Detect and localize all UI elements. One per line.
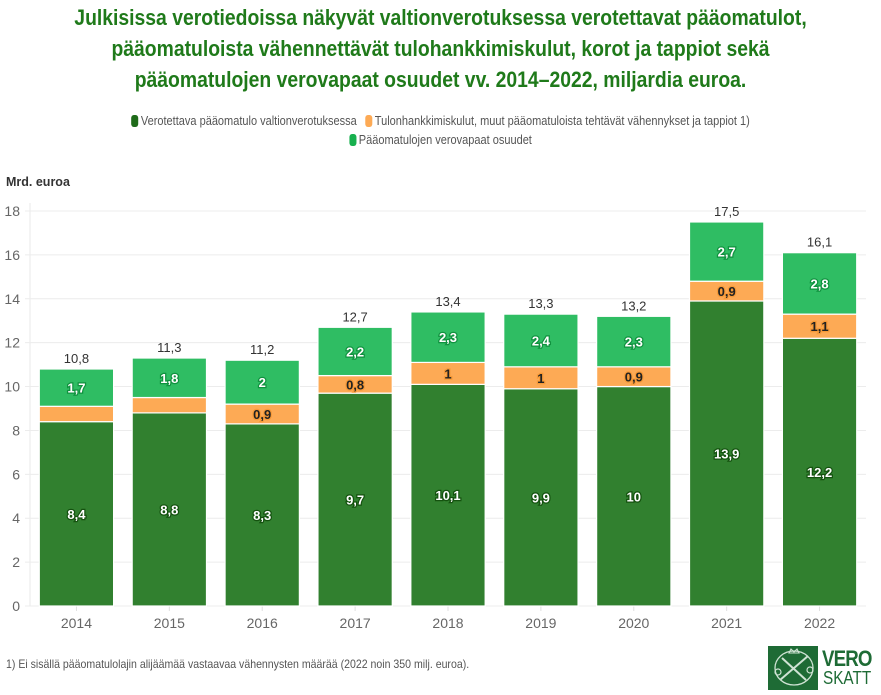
x-tick-label: 2014 [61,615,92,631]
chart-legend: Verotettava pääomatulo valtionverotukses… [0,112,881,150]
y-tick-label: 6 [12,466,20,482]
y-tick-label: 10 [4,379,20,395]
total-value-label: 13,3 [528,296,553,311]
x-tick-label: 2017 [340,615,371,631]
chart-title-line-2: pääomatuloista vähennettävät tulohankkim… [111,36,770,61]
legend-item-taxable[interactable]: Verotettava pääomatulo valtionverotukses… [131,112,357,131]
legend-label-taxable: Verotettava pääomatulo valtionverotukses… [140,114,357,128]
y-tick-label: 12 [4,335,20,351]
bar-segment-taxable [224,423,300,607]
chart-title-line-1: Julkisissa verotiedoissa näkyvät valtion… [74,5,807,30]
segment-value-label: 2 [259,375,266,390]
legend-swatch-taxable [131,115,139,127]
x-tick-label: 2019 [525,615,556,631]
bar-segment-taxable [38,421,115,607]
bar-segment-taxable [317,392,393,607]
x-tick-label: 2020 [618,615,649,631]
total-value-label: 11,3 [157,340,181,355]
total-value-label: 13,2 [621,298,646,313]
legend-label-deductions: Tulonhankkimiskulut, muut pääomatuloista… [374,114,750,128]
bar-segment-deductions [38,405,115,423]
segment-value-label: 10 [627,489,641,504]
x-tick-label: 2018 [432,615,463,631]
segment-value-label: 8,4 [67,507,86,522]
x-tick-label: 2021 [711,615,742,631]
y-tick-label: 4 [12,510,20,526]
segment-value-label: 13,9 [714,446,739,461]
segment-value-label: 1 [537,371,544,386]
y-tick-label: 14 [4,291,20,307]
chart-title-line-3: pääomatulojen verovapaat osuudet vv. 201… [134,67,747,92]
chart-title: Julkisissa verotiedoissa näkyvät valtion… [62,2,820,95]
segment-value-label: 10,1 [435,488,460,503]
legend-item-taxfree[interactable]: Pääomatulojen verovapaat osuudet [349,131,532,150]
legend-item-deductions[interactable]: Tulonhankkimiskulut, muut pääomatuloista… [365,112,750,131]
segment-value-label: 12,2 [807,465,832,480]
segment-value-label: 2,7 [718,245,736,260]
bar-segment-taxfree [596,315,672,368]
segment-value-label: 0,9 [253,407,271,422]
total-value-label: 12,7 [342,309,367,324]
segment-value-label: 2,2 [346,344,364,359]
bar-segment-taxfree [224,359,300,405]
y-axis: 0 2 4 6 8 10 12 14 16 18 [4,203,20,614]
bar-segment-taxable [410,383,486,607]
bar-segment-taxfree [781,252,858,315]
legend-swatch-taxfree [349,134,357,146]
segment-value-label: 9,7 [346,493,364,508]
segment-value-label: 1 [444,366,451,381]
x-tick-label: 2016 [247,615,278,631]
segment-value-label: 2,8 [811,276,829,291]
segment-value-label: 8,8 [160,502,178,517]
x-tick-label: 2015 [154,615,185,631]
y-tick-label: 16 [4,247,20,263]
bar-segment-taxfree [410,311,486,364]
y-tick-label: 0 [12,598,20,614]
bar-segment-taxable [688,300,765,607]
tax-administration-crest-icon [768,646,818,690]
y-tick-label: 2 [12,554,20,570]
legend-swatch-deductions [365,115,373,127]
y-tick-label: 8 [12,422,20,438]
bar-segment-taxfree [317,326,393,377]
segment-value-label: 0,9 [718,284,736,299]
bar-segment-deductions [781,313,858,339]
bar-segment-deductions [131,396,208,414]
bar-segment-taxable [781,337,858,607]
total-value-label: 16,1 [807,235,832,250]
footnote: 1) Ei sisällä pääomatulolajin alijäämää … [6,657,470,671]
x-axis: 2014 2015 2016 2017 2018 2019 2020 2021 2022 [61,606,835,631]
bar-segment-taxfree [38,368,115,407]
data-labels: 8,4 1,7 10,8 8,8 1,8 11,3 8,3 0,9 2 11,2 9,7 0,8 2,2… [64,204,834,524]
legend-label-taxfree: Pääomatulojen verovapaat osuudet [358,133,532,147]
segment-value-label: 1,8 [160,371,178,386]
segment-value-label: 0,9 [625,370,643,385]
bar-segment-taxfree [503,313,579,368]
segment-value-label: 8,3 [253,508,271,523]
total-value-label: 10,8 [64,351,89,366]
segment-value-label: 1,7 [67,381,85,396]
segment-value-label: 9,9 [532,490,550,505]
vero-skatt-logo: VERO SKATT [768,646,881,690]
y-tick-label: 18 [4,203,20,219]
bar-segment-taxable [596,385,672,607]
total-value-label: 11,2 [250,342,274,357]
total-value-label: 13,4 [435,294,460,309]
bars [38,221,858,607]
bar-segment-taxfree [131,357,208,399]
logo-text-vero: VERO [822,646,872,671]
logo-text-skatt: SKATT [823,668,872,688]
y-axis-unit-label: Mrd. euroa [6,175,70,189]
total-value-label: 17,5 [714,204,739,219]
bar-segment-taxfree [688,221,765,282]
segment-value-label: 2,3 [439,330,457,345]
bar-segment-taxable [131,412,208,607]
bar-segment-taxable [503,388,579,607]
segment-value-label: 2,4 [532,333,551,348]
segment-value-label: 1,1 [811,319,829,334]
segment-value-label: 0,8 [346,377,364,392]
x-tick-label: 2022 [804,615,835,631]
segment-value-label: 2,3 [625,335,643,350]
